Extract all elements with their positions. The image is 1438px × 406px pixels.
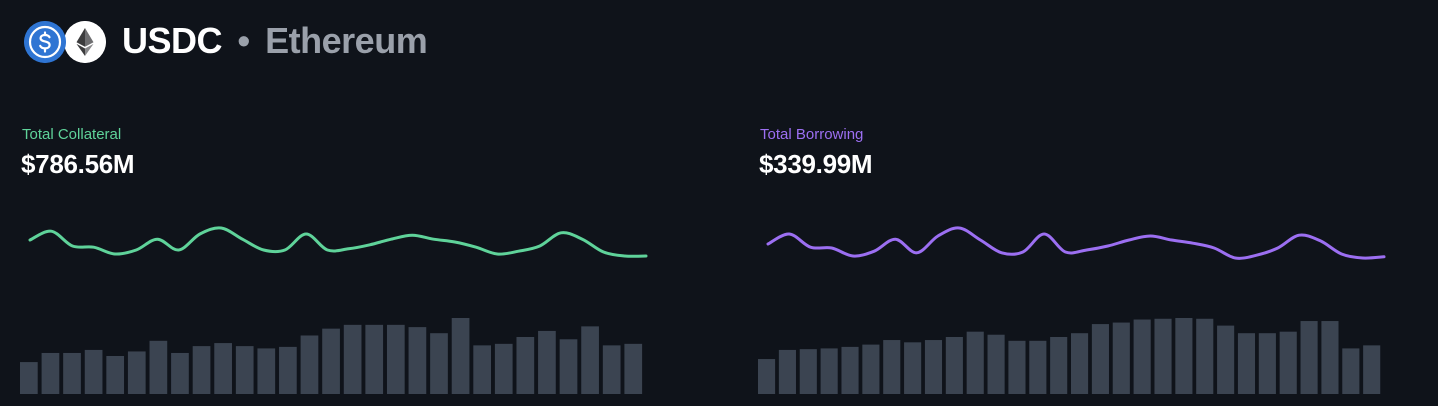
collateral-bar [516, 337, 535, 394]
borrowing-bar [1279, 331, 1297, 394]
borrowing-bar [1175, 318, 1193, 394]
collateral-bar [559, 339, 578, 394]
borrowing-bar [820, 348, 838, 394]
collateral-bar [365, 324, 384, 394]
borrowing-bar [924, 340, 943, 394]
token-symbol: USDC [122, 20, 223, 61]
collateral-bar [538, 330, 556, 394]
collateral-bar [63, 352, 81, 394]
token-icon-group [24, 18, 110, 64]
collateral-value: $786.56M [21, 149, 135, 179]
borrowing-bar [1363, 345, 1381, 394]
collateral-bar [408, 327, 427, 394]
collateral-trend-line [28, 226, 648, 258]
borrowing-bar [1071, 333, 1089, 394]
usdc-coin-icon [24, 21, 66, 63]
collateral-bar [451, 318, 470, 394]
borrowing-bar [1133, 319, 1151, 394]
collateral-bar [279, 346, 297, 394]
borrowing-bar [904, 342, 922, 394]
collateral-bar [343, 324, 362, 394]
market-title: USDC • Ethereum [122, 20, 428, 62]
borrowing-bar [862, 344, 880, 394]
collateral-bar [602, 345, 621, 394]
borrowing-bar [883, 340, 901, 394]
collateral-bar [149, 340, 168, 394]
ethereum-coin-icon [64, 21, 106, 63]
borrowing-panel: Total Borrowing $339.99M [758, 122, 1398, 406]
borrowing-bar [1008, 340, 1026, 394]
borrowing-bar [1300, 321, 1318, 394]
collateral-bar [235, 346, 254, 394]
borrowing-bar [1091, 324, 1109, 394]
borrowing-bar [799, 349, 817, 394]
borrowing-bar [1321, 321, 1339, 394]
borrowing-bar [1154, 318, 1172, 394]
collateral-bar [430, 333, 448, 394]
borrowing-bar [987, 334, 1005, 394]
borrowing-bar [1237, 333, 1256, 394]
borrowing-bar [1050, 337, 1068, 394]
borrowing-bar [758, 359, 776, 394]
collateral-bar [127, 351, 146, 394]
collateral-bar [106, 356, 125, 394]
borrowing-bar [778, 349, 796, 394]
collateral-chart [20, 226, 648, 394]
borrowing-label: Total Borrowing [760, 126, 864, 143]
borrowing-chart [758, 226, 1386, 394]
market-header: USDC • Ethereum [24, 18, 428, 64]
borrowing-bar [841, 346, 859, 394]
collateral-label: Total Collateral [22, 126, 122, 143]
network-name: Ethereum [265, 20, 428, 61]
collateral-bar [300, 335, 319, 394]
collateral-bar [192, 346, 211, 394]
borrowing-bar [1342, 348, 1360, 394]
borrowing-value: $339.99M [759, 149, 873, 179]
collateral-bar [581, 326, 599, 394]
borrowing-bar [1112, 322, 1130, 394]
borrowing-bar [1217, 325, 1235, 394]
borrowing-bar [1029, 340, 1047, 394]
collateral-bar [171, 352, 189, 394]
collateral-bar [322, 328, 340, 394]
collateral-bar [473, 345, 492, 394]
borrowing-trend-line [766, 226, 1386, 260]
collateral-bar [41, 352, 60, 394]
borrowing-bar [1196, 318, 1214, 394]
collateral-bar [214, 343, 232, 394]
collateral-bar [84, 349, 103, 394]
borrowing-bar [945, 337, 963, 394]
collateral-bar [20, 362, 38, 394]
collateral-bar [257, 348, 276, 394]
collateral-bar [624, 343, 643, 394]
collateral-panel: Total Collateral $786.56M [20, 122, 660, 406]
collateral-bar [386, 324, 405, 394]
title-separator: • [237, 20, 251, 61]
collateral-bar [494, 343, 513, 394]
borrowing-bar [1258, 333, 1276, 394]
borrowing-bar [966, 331, 984, 394]
